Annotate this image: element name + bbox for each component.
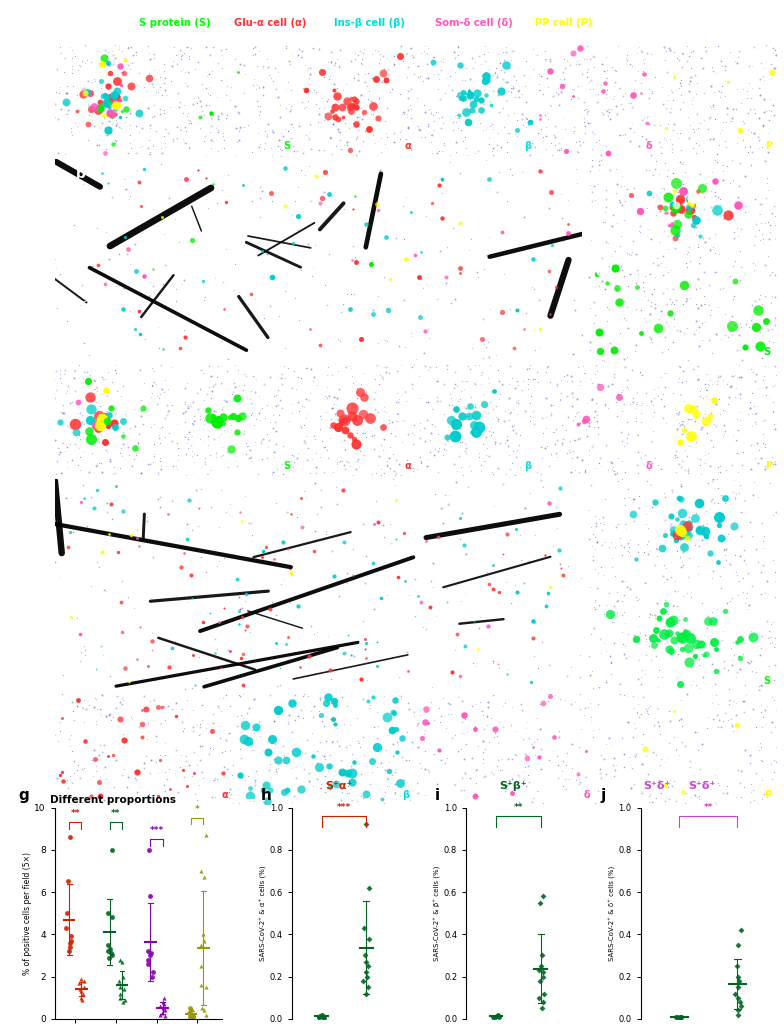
Text: M: M bbox=[161, 461, 170, 471]
Text: M: M bbox=[761, 569, 771, 580]
Text: j: j bbox=[600, 788, 605, 803]
Text: /: / bbox=[216, 18, 227, 29]
Y-axis label: % of positive cells per field (5×): % of positive cells per field (5×) bbox=[23, 852, 31, 975]
Text: g: g bbox=[18, 788, 29, 803]
Text: P: P bbox=[765, 141, 772, 152]
Text: 500 μm: 500 μm bbox=[76, 337, 103, 343]
Text: e: e bbox=[76, 487, 85, 501]
Text: β: β bbox=[524, 141, 532, 152]
Text: /: / bbox=[517, 18, 528, 29]
Text: S: S bbox=[284, 141, 291, 152]
Text: α: α bbox=[405, 461, 411, 471]
Text: M: M bbox=[557, 343, 567, 353]
Text: β: β bbox=[524, 461, 532, 471]
Text: c: c bbox=[595, 163, 604, 177]
Text: c: c bbox=[595, 265, 604, 279]
Text: ***: *** bbox=[150, 826, 164, 835]
Text: **: ** bbox=[514, 803, 523, 812]
Text: S⁺α⁺: S⁺α⁺ bbox=[325, 780, 353, 791]
Text: Glu-α cell (α): Glu-α cell (α) bbox=[234, 18, 306, 29]
Text: S⁺δ⁺: S⁺δ⁺ bbox=[688, 780, 715, 791]
Text: M: M bbox=[161, 141, 170, 152]
Text: Ins-β cell (β): Ins-β cell (β) bbox=[334, 18, 405, 29]
Text: a: a bbox=[60, 49, 69, 63]
Text: /: / bbox=[417, 18, 427, 29]
Text: S: S bbox=[284, 461, 291, 471]
Text: *: * bbox=[195, 805, 200, 814]
Text: S protein (S): S protein (S) bbox=[139, 18, 211, 29]
Text: f: f bbox=[595, 482, 601, 497]
Text: P: P bbox=[764, 790, 771, 800]
Text: h: h bbox=[260, 788, 271, 803]
Text: d: d bbox=[60, 369, 70, 383]
Text: δ: δ bbox=[645, 461, 652, 471]
Text: PP cell (P): PP cell (P) bbox=[535, 18, 593, 29]
Text: α: α bbox=[405, 141, 411, 152]
Text: S⁺β⁺: S⁺β⁺ bbox=[499, 780, 527, 791]
Text: Som-δ cell (δ): Som-δ cell (δ) bbox=[434, 18, 513, 29]
Text: **: ** bbox=[704, 803, 713, 812]
Text: f: f bbox=[62, 698, 68, 712]
Y-axis label: SARS-CoV-2⁺ & β⁺ cells (%): SARS-CoV-2⁺ & β⁺ cells (%) bbox=[434, 865, 441, 961]
Y-axis label: SARS-CoV-2⁺ & δ⁺ cells (%): SARS-CoV-2⁺ & δ⁺ cells (%) bbox=[608, 865, 615, 961]
Text: δ: δ bbox=[583, 790, 590, 800]
Text: c: c bbox=[82, 299, 86, 308]
Y-axis label: SARS-CoV-2⁺ & α⁺ cells (%): SARS-CoV-2⁺ & α⁺ cells (%) bbox=[260, 865, 267, 961]
Text: i: i bbox=[435, 788, 440, 803]
Text: **: ** bbox=[71, 809, 80, 818]
Text: β: β bbox=[401, 790, 408, 800]
Text: M: M bbox=[761, 246, 771, 255]
Text: Merged (M) /: Merged (M) / bbox=[62, 18, 138, 29]
Text: S: S bbox=[764, 676, 771, 686]
Text: α: α bbox=[221, 790, 228, 800]
Text: M: M bbox=[557, 672, 567, 682]
Text: /: / bbox=[317, 18, 327, 29]
Text: δ: δ bbox=[645, 141, 652, 152]
Text: S⁺δ⁺: S⁺δ⁺ bbox=[644, 780, 671, 791]
Text: b: b bbox=[76, 167, 86, 181]
Text: Different proportions: Different proportions bbox=[50, 796, 176, 806]
Text: S: S bbox=[764, 347, 771, 357]
Text: ***: *** bbox=[337, 803, 351, 812]
Text: d: d bbox=[345, 253, 350, 262]
Text: f: f bbox=[456, 592, 459, 601]
Text: 500 μm: 500 μm bbox=[76, 665, 103, 671]
Text: P: P bbox=[765, 461, 772, 471]
Text: **: ** bbox=[111, 809, 121, 818]
